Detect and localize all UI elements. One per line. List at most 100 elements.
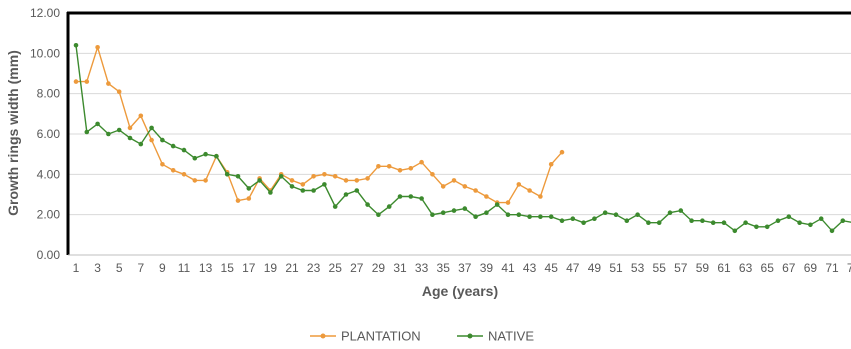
data-point-native [376, 212, 381, 217]
data-point-plantation [419, 159, 424, 165]
data-point-plantation [106, 81, 111, 86]
y-tick-label: 0.00 [37, 248, 61, 262]
data-point-plantation [73, 79, 79, 84]
data-point-native [430, 212, 435, 217]
data-point-native [386, 204, 392, 209]
series-plantation [73, 44, 565, 205]
legend-label-native: NATIVE [488, 329, 534, 344]
data-point-native [397, 194, 403, 199]
x-tick-label: 45 [545, 261, 559, 275]
data-point-native [365, 202, 370, 207]
data-point-plantation [376, 164, 381, 169]
data-point-plantation [548, 162, 554, 167]
data-point-native [246, 186, 252, 191]
data-point-native [73, 43, 79, 48]
data-point-native [160, 137, 165, 143]
data-point-plantation [138, 113, 144, 119]
data-point-native [235, 174, 241, 179]
y-tick-label: 8.00 [37, 87, 61, 101]
data-point-native [354, 188, 360, 193]
x-tick-label: 37 [458, 261, 472, 275]
data-point-plantation [127, 125, 133, 131]
data-point-native [548, 214, 554, 219]
data-point-native [754, 224, 759, 230]
data-point-native [592, 216, 597, 221]
data-point-native [127, 135, 133, 141]
data-point-native [116, 127, 122, 133]
y-tick-label: 2.00 [37, 208, 61, 222]
x-tick-label: 11 [178, 261, 191, 275]
x-tick-label: 61 [717, 261, 731, 275]
data-point-native [646, 220, 651, 225]
x-tick-label: 51 [609, 261, 623, 275]
data-point-native [300, 188, 306, 193]
data-point-native [635, 212, 640, 217]
data-point-native [343, 192, 349, 197]
data-point-native [678, 208, 684, 213]
x-tick-label: 25 [329, 261, 343, 275]
data-point-native [624, 218, 630, 223]
y-axis-title: Growth rings width (mm) [5, 50, 21, 216]
data-point-plantation [440, 184, 446, 189]
data-point-plantation [462, 184, 468, 189]
x-tick-label: 29 [372, 261, 386, 275]
y-tick-label: 6.00 [37, 127, 61, 141]
data-point-native [181, 147, 187, 153]
data-point-native [311, 188, 316, 193]
data-point-native [840, 218, 846, 223]
series-line-native [75, 45, 851, 232]
data-point-plantation [322, 172, 327, 177]
data-point-native [786, 214, 792, 219]
x-tick-label: 43 [523, 261, 537, 275]
data-point-native [559, 218, 565, 223]
legend-marker-plantation [320, 333, 326, 339]
data-point-native [689, 218, 694, 223]
legend: PLANTATION NATIVE [310, 329, 534, 344]
x-tick-label: 47 [566, 261, 580, 275]
data-point-native [268, 190, 273, 195]
data-point-plantation [181, 172, 187, 177]
data-point-plantation [289, 178, 295, 183]
data-point-native [527, 214, 532, 219]
data-point-native [170, 143, 176, 149]
data-point-native [84, 129, 90, 135]
data-point-native [462, 206, 468, 211]
data-point-native [484, 210, 489, 215]
data-point-plantation [300, 182, 306, 187]
series-native [73, 43, 851, 234]
data-point-native [440, 210, 446, 215]
data-point-native [667, 210, 673, 215]
x-tick-label: 13 [199, 261, 213, 275]
data-point-native [473, 214, 478, 219]
data-point-native [829, 228, 835, 234]
data-point-native [203, 151, 208, 157]
data-point-plantation [311, 174, 316, 179]
x-tick-label: 41 [501, 261, 515, 275]
series-line-plantation [76, 44, 563, 204]
data-point-native [743, 220, 748, 225]
data-point-native [257, 178, 262, 183]
x-tick-label: 27 [350, 261, 364, 275]
x-tick-label: 65 [761, 261, 775, 275]
x-tick-label: 17 [242, 261, 256, 275]
x-tick-label: 53 [631, 261, 645, 275]
x-tick-label: 39 [480, 261, 494, 275]
data-point-native [106, 131, 111, 137]
data-point-plantation [354, 178, 360, 183]
data-point-plantation [343, 178, 349, 183]
data-point-native [764, 224, 770, 230]
x-tick-label: 55 [653, 261, 667, 275]
legend-item-native: NATIVE [457, 329, 534, 344]
x-tick-label: 31 [393, 261, 407, 275]
data-point-native [732, 228, 738, 234]
data-point-plantation [365, 176, 370, 181]
data-point-plantation [84, 79, 90, 84]
legend-label-plantation: PLANTATION [341, 329, 421, 344]
y-tick-label: 4.00 [37, 167, 61, 181]
legend-item-plantation: PLANTATION [310, 329, 421, 344]
x-axis-tick-labels: 1 3 5 7 9 11 13 15 17 19 21 23 25 27 29 31 33 35 37 39 41 43 4… [73, 261, 851, 275]
data-point-plantation [246, 196, 252, 201]
data-point-plantation [192, 178, 198, 183]
data-point-native [818, 216, 824, 221]
